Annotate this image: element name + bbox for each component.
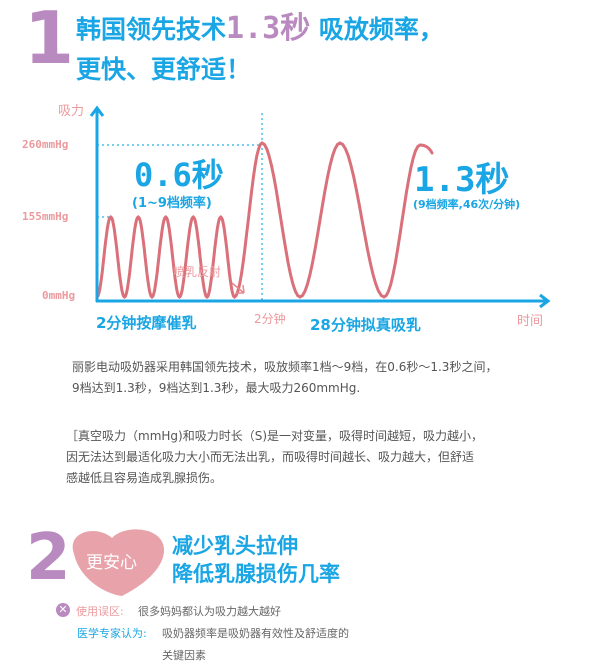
- y-tick-260: 260mmHg: [22, 138, 69, 151]
- section-number-1: 1: [24, 0, 75, 80]
- expert-label: 医学专家认为:: [77, 627, 147, 640]
- expert-text-line2: 关键因素: [162, 649, 206, 662]
- x-axis-label: 时间: [517, 314, 544, 329]
- description-line: ［真空吸力（mmHg)和吸力时长（S)是一对变量，吸得时间越短，吸力越小，: [66, 429, 484, 443]
- description-paragraph-1: 丽影电动吸奶器采用韩国领先技术，吸放频率1档～9档，在0.6秒～1.3秒之间， …: [72, 357, 497, 399]
- right-interval-value: 1.3秒: [414, 160, 510, 200]
- description-line: 感越低且容易造成乳腺损伤。: [66, 471, 223, 485]
- heading-text-a: 韩国领先技术: [76, 15, 227, 44]
- phase2-label: 28分钟拟真吸乳: [310, 316, 421, 334]
- left-interval-value: 0.6秒: [134, 156, 224, 194]
- reflex-label: 喷乳反射: [173, 265, 222, 279]
- x-axis-arrow-icon: [539, 293, 551, 309]
- myth-label: 使用误区:: [76, 605, 124, 618]
- heading-text-b: 吸放频率，: [310, 15, 444, 44]
- section1-heading-line2: 更快、更舒适！: [76, 55, 252, 84]
- suction-waveform-diagram: [89, 105, 551, 309]
- reflex-arrow-icon: [231, 282, 245, 294]
- heart-badge-icon: [72, 529, 165, 596]
- y-axis-arrow-icon: [89, 105, 105, 117]
- expert-text-line1: 吸奶器频率是吸奶器有效性及舒适度的: [162, 627, 349, 640]
- description-paragraph-2: ［真空吸力（mmHg)和吸力时长（S)是一对变量，吸得时间越短，吸力越小， 因无…: [66, 426, 483, 489]
- description-line: 9档达到1.3秒，9档达到1.3秒，最大吸力260mmHg.: [72, 381, 361, 395]
- y-axis-label: 吸力: [58, 104, 85, 119]
- description-line: 丽影电动吸奶器采用韩国领先技术，吸放频率1档～9档，在0.6秒～1.3秒之间，: [72, 360, 498, 374]
- section2-heading-line1: 减少乳头拉伸: [172, 534, 298, 558]
- right-interval-caption: (9档频率,46次/分钟): [413, 198, 521, 211]
- heading-highlight: 1.3秒: [226, 11, 311, 46]
- section2-heading: 减少乳头拉伸 降低乳腺损伤几率: [172, 532, 340, 588]
- divider-time-label: 2分钟: [254, 312, 286, 326]
- myth-text: 很多妈妈都认为吸力越大越好: [138, 605, 281, 618]
- left-interval-caption: (1~9档频率): [132, 196, 212, 211]
- suction-wave: [95, 141, 434, 300]
- section2-heading-line2: 降低乳腺损伤几率: [172, 562, 340, 586]
- description-line: 因无法达到最适化吸力大小而无法出乳，而吸得时间越长、吸力越大，但舒适: [66, 450, 475, 464]
- badge-label: 更安心: [86, 553, 137, 573]
- section-number-2: 2: [26, 521, 71, 595]
- section1-heading-line1: 韩国领先技术1.3秒 吸放频率，: [76, 14, 444, 45]
- y-tick-0: 0mmHg: [42, 289, 76, 302]
- phase1-label: 2分钟按摩催乳: [96, 314, 197, 332]
- y-tick-155: 155mmHg: [22, 210, 69, 223]
- x-circle-icon: ✕: [56, 603, 70, 617]
